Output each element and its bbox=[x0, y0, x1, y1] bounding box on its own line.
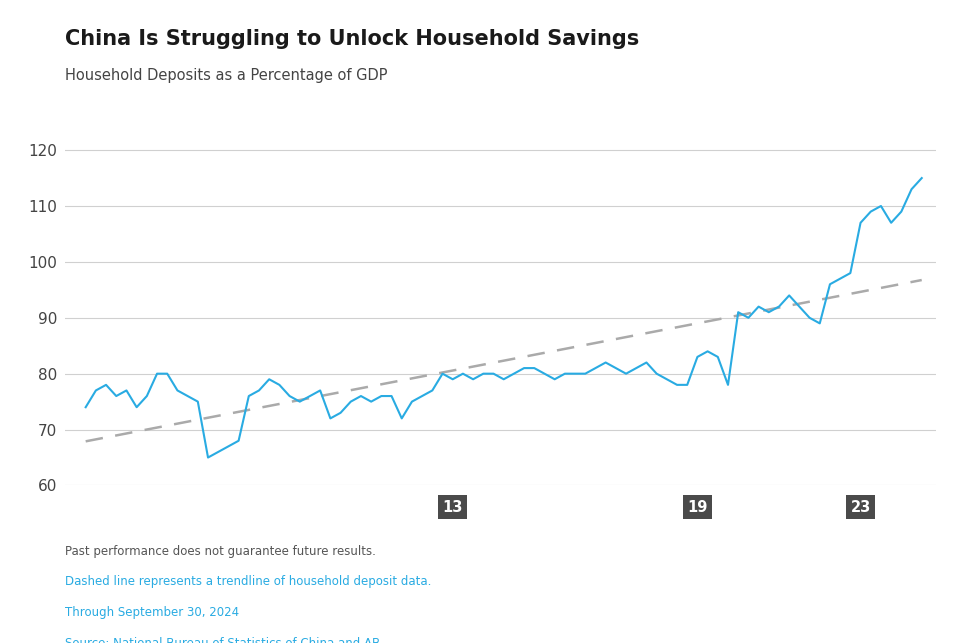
Text: 23: 23 bbox=[851, 500, 871, 514]
Text: 17: 17 bbox=[606, 500, 626, 514]
Text: 05: 05 bbox=[116, 500, 136, 514]
Text: 04: 04 bbox=[76, 500, 96, 514]
Text: 09: 09 bbox=[279, 500, 300, 514]
Text: 16: 16 bbox=[564, 500, 586, 514]
Text: 12: 12 bbox=[401, 500, 422, 514]
Text: 13: 13 bbox=[443, 500, 463, 514]
Text: 22: 22 bbox=[809, 500, 829, 514]
Text: 18: 18 bbox=[646, 500, 667, 514]
Text: China Is Struggling to Unlock Household Savings: China Is Struggling to Unlock Household … bbox=[65, 29, 639, 49]
Text: Source: National Bureau of Statistics of China and AB: Source: National Bureau of Statistics of… bbox=[65, 637, 380, 643]
Text: 08: 08 bbox=[238, 500, 259, 514]
Text: 06: 06 bbox=[157, 500, 178, 514]
Text: Household Deposits as a Percentage of GDP: Household Deposits as a Percentage of GD… bbox=[65, 68, 388, 82]
Text: Dashed line represents a trendline of household deposit data.: Dashed line represents a trendline of ho… bbox=[65, 575, 432, 588]
Text: 10: 10 bbox=[320, 500, 341, 514]
Text: 21: 21 bbox=[769, 500, 789, 514]
Text: 19: 19 bbox=[687, 500, 708, 514]
Text: 07: 07 bbox=[198, 500, 218, 514]
Text: Past performance does not guarantee future results.: Past performance does not guarantee futu… bbox=[65, 545, 376, 557]
Text: 15: 15 bbox=[524, 500, 544, 514]
Text: 20: 20 bbox=[728, 500, 749, 514]
Text: 24: 24 bbox=[891, 500, 911, 514]
Text: 11: 11 bbox=[361, 500, 381, 514]
Text: Through September 30, 2024: Through September 30, 2024 bbox=[65, 606, 239, 619]
Text: 14: 14 bbox=[483, 500, 504, 514]
